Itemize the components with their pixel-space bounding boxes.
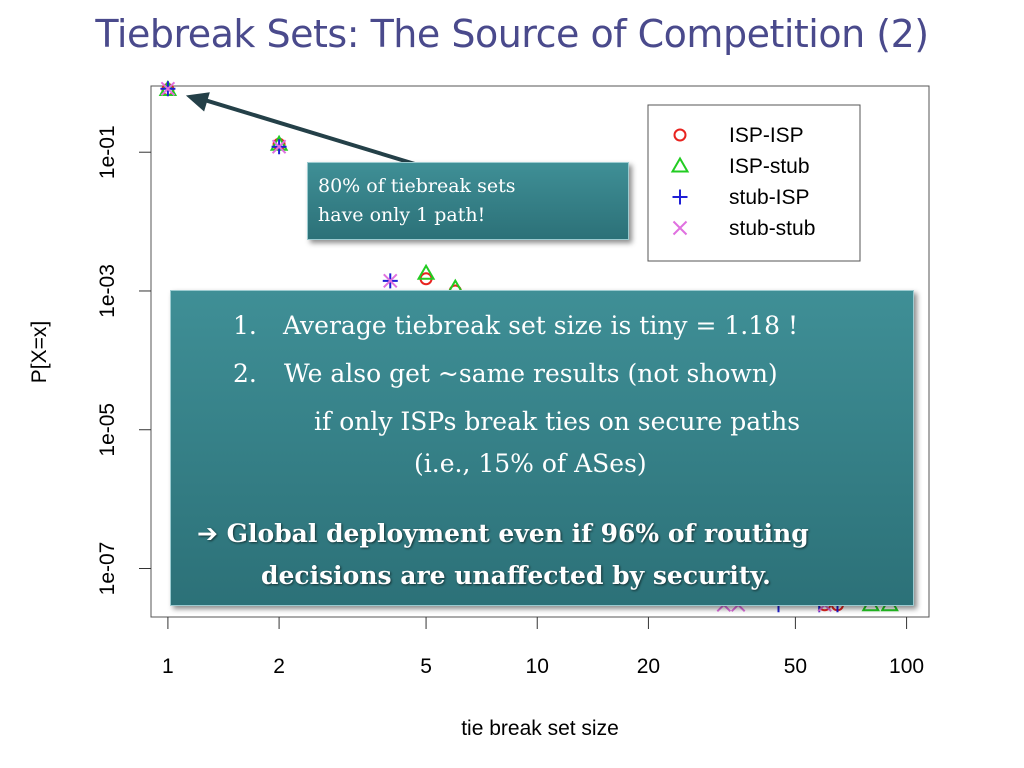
item1-text: Average tiebreak set size is tiny = 1.18… [283,311,799,340]
x-tick-label: 10 [526,655,549,678]
item1-number: 1. [233,311,257,340]
legend-label: stub-ISP [729,186,810,209]
x-tick-label: 20 [637,655,660,678]
data-point [383,273,398,289]
y-axis: 1e-01 1e-03 1e-05 1e-07 [96,125,151,595]
conclusion-line1: ➔ Global deployment even if 96% of routi… [197,519,809,548]
slide-title: Tiebreak Sets: The Source of Competition… [95,12,929,56]
data-point [271,139,287,154]
legend: ISP-ISP ISP-stub stub-ISP stub-stub [647,104,861,262]
x-tick-label: 1 [162,655,174,678]
y-tick-label: 1e-03 [96,264,119,318]
conclusion-line1-text: Global deployment even if 96% of routing [226,519,809,548]
legend-label: ISP-stub [729,155,810,178]
legend-marker-ISP-ISP [673,128,687,142]
right-arrow-icon: ➔ [197,519,218,548]
callout-one-path: 80% of tiebreak sets have only 1 path! [307,162,629,240]
legend-label: stub-stub [729,217,815,240]
item2-number: 2. [233,359,257,388]
x-tick-label: 2 [273,655,285,678]
series-stub-stub [160,81,832,612]
conclusion-line2: decisions are unaffected by security. [261,561,771,590]
legend-label: ISP-ISP [729,124,804,147]
y-axis-label: P[X=x] [28,321,51,383]
callout-summary: 1. Average tiebreak set size is tiny = 1… [170,290,914,606]
legend-marker-stub-stub [672,220,688,236]
y-tick-label: 1e-07 [96,542,119,596]
x-axis-label: tie break set size [461,717,619,740]
item2-text: We also get ~same results (not shown) [284,359,778,388]
callout-one-path-line1: 80% of tiebreak sets [318,175,516,197]
y-tick-label: 1e-05 [96,403,119,457]
data-point [416,263,436,280]
data-point [160,81,176,97]
x-axis: 1 2 5 10 20 50 100 [162,617,924,678]
annotation-arrow-head [185,92,210,112]
legend-marker-stub-ISP [672,189,688,205]
callout-one-path-line2: have only 1 path! [318,204,486,226]
x-tick-label: 50 [784,655,807,678]
item2-continuation-2: (i.e., 15% of ASes) [414,449,647,478]
legend-marker-ISP-stub [670,156,690,173]
y-tick-label: 1e-01 [96,125,119,179]
x-tick-label: 100 [889,655,924,678]
plot-frame [150,85,930,618]
x-tick-label: 5 [420,655,432,678]
item2-continuation-1: if only ISPs break ties on secure paths [314,407,801,436]
